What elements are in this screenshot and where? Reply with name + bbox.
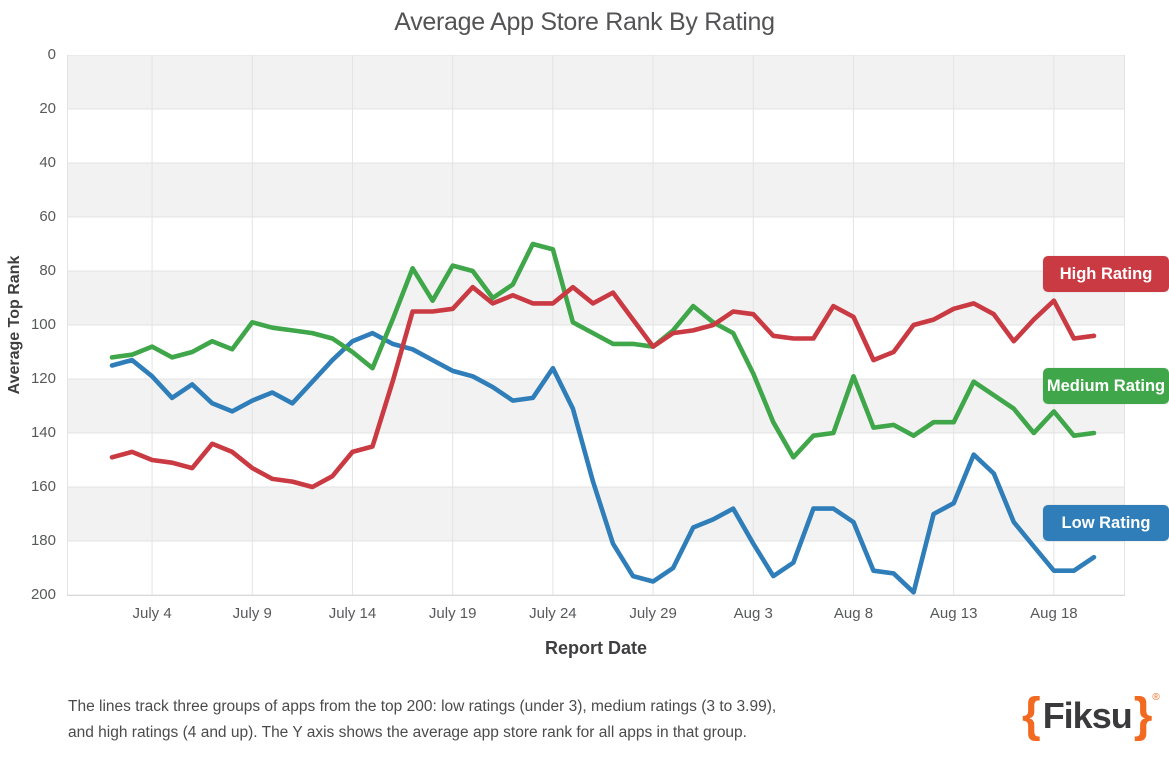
y-tick-label: 180 xyxy=(30,532,56,549)
x-tick-label: Aug 13 xyxy=(929,605,978,622)
caption-line-2: and high ratings (4 and up). The Y axis … xyxy=(68,724,747,742)
legend-low-rating: Low Rating xyxy=(1043,505,1169,541)
y-tick-label: 20 xyxy=(39,100,56,117)
x-tick-label: July 29 xyxy=(629,605,677,622)
y-tick-label: 80 xyxy=(39,262,56,279)
chart-caption: The lines track three groups of apps fro… xyxy=(68,694,776,747)
plot-band xyxy=(67,163,1125,217)
y-tick-label: 40 xyxy=(39,154,56,171)
y-tick-label: 140 xyxy=(30,424,56,441)
logo-open-brace: { xyxy=(1022,689,1041,742)
caption-line-1: The lines track three groups of apps fro… xyxy=(68,698,777,715)
legend-medium-rating: Medium Rating xyxy=(1043,368,1169,404)
series-line-high-rating xyxy=(109,284,1097,490)
x-tick-label: July 19 xyxy=(428,605,477,622)
plot-band xyxy=(67,55,1125,109)
line-chart xyxy=(67,54,1125,596)
x-tick-label: Aug 3 xyxy=(733,605,773,622)
y-tick-label: 100 xyxy=(30,316,56,333)
y-tick-label: 0 xyxy=(47,46,56,63)
chart-title: Average App Store Rank By Rating xyxy=(394,8,775,36)
x-tick-label: Aug 18 xyxy=(1030,605,1078,622)
y-tick-label: 60 xyxy=(39,208,56,225)
chart-plot-area xyxy=(67,54,1125,596)
x-tick-label: July 9 xyxy=(232,605,272,622)
x-tick-label: Aug 8 xyxy=(833,605,874,622)
plot-band xyxy=(67,379,1125,433)
plot-band xyxy=(67,271,1125,325)
x-axis-title: Report Date xyxy=(544,638,647,658)
series-line-medium-rating xyxy=(109,241,1097,460)
y-tick-label: 200 xyxy=(30,586,56,603)
logo-close-brace: } xyxy=(1133,689,1153,742)
registered-trademark-icon: ® xyxy=(1152,692,1160,703)
series-line-low-rating xyxy=(109,330,1097,595)
x-tick-label: July 14 xyxy=(328,605,377,622)
y-tick-label: 160 xyxy=(30,478,56,495)
fiksu-logo: { Fiksu } ® xyxy=(1022,686,1160,746)
logo-wordmark: Fiksu xyxy=(1042,695,1133,736)
x-tick-label: July 4 xyxy=(132,605,172,622)
y-tick-label: 120 xyxy=(30,370,56,387)
x-tick-label: July 24 xyxy=(529,605,577,622)
legend-high-rating: High Rating xyxy=(1043,256,1169,292)
